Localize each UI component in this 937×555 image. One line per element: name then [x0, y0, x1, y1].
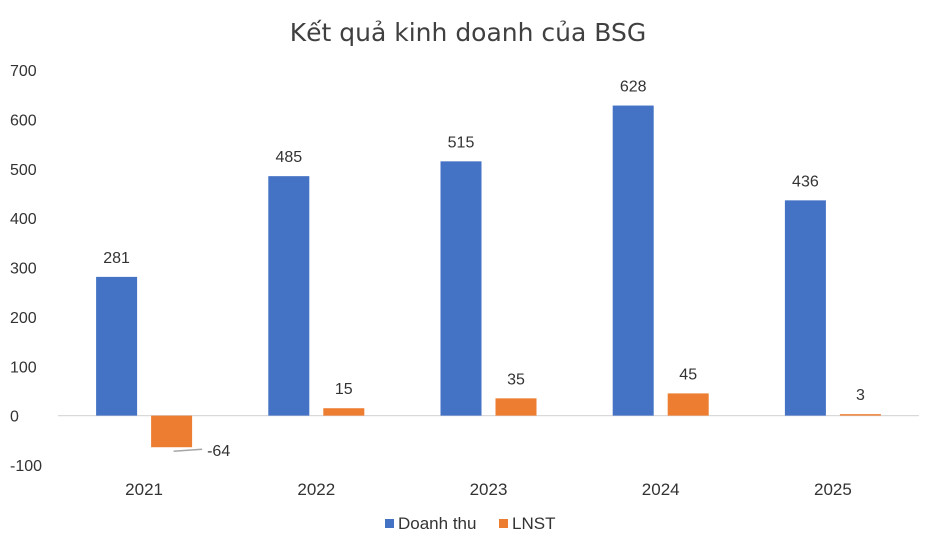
- data-label: 628: [620, 79, 647, 96]
- x-category-label: 2025: [814, 480, 852, 499]
- data-label: 15: [335, 381, 353, 398]
- y-tick-label: 0: [10, 409, 19, 426]
- y-tick-label: 500: [10, 162, 37, 179]
- bar-lnst-2025: [839, 414, 881, 416]
- bar-doanh-thu-2023: [440, 161, 482, 416]
- legend-label: Doanh thu: [398, 514, 476, 533]
- bars: 281 -64 485 15 515 35 628 45 436 3: [96, 79, 881, 460]
- legend-swatch: [499, 519, 508, 528]
- y-tick-label: 700: [10, 63, 37, 80]
- x-category-label: 2024: [642, 480, 680, 499]
- data-label: 436: [792, 173, 819, 190]
- y-tick-label: 200: [10, 310, 37, 327]
- data-label: 281: [103, 250, 130, 267]
- bar-doanh-thu-2021: [96, 276, 138, 416]
- y-tick-label: 100: [10, 359, 37, 376]
- bar-doanh-thu-2025: [784, 200, 826, 416]
- bar-doanh-thu-2024: [612, 105, 654, 416]
- x-category-label: 2022: [297, 480, 335, 499]
- legend-swatch: [385, 519, 394, 528]
- y-axis: -100 0 100 200 300 400 500 600 700: [10, 63, 42, 475]
- y-tick-label: 400: [10, 211, 37, 228]
- y-tick-label: 300: [10, 261, 37, 278]
- bar-doanh-thu-2022: [268, 176, 310, 416]
- bar-lnst-2021: [151, 415, 193, 448]
- x-category-label: 2021: [125, 480, 163, 499]
- data-label: 515: [448, 134, 475, 151]
- bar-lnst-2024: [667, 393, 709, 416]
- data-label: 3: [856, 387, 865, 404]
- chart-title: Kết quả kinh doanh của BSG: [290, 18, 647, 47]
- x-category-label: 2023: [470, 480, 508, 499]
- legend: Doanh thu LNST: [385, 514, 555, 533]
- y-tick-label: -100: [10, 458, 42, 475]
- data-label: 45: [679, 366, 697, 383]
- x-axis: 2021 2022 2023 2024 2025: [125, 480, 852, 499]
- data-label: 485: [275, 149, 302, 166]
- data-label: -64: [207, 443, 230, 460]
- bar-lnst-2023: [495, 398, 537, 416]
- bar-lnst-2022: [323, 408, 365, 416]
- y-tick-label: 600: [10, 112, 37, 129]
- data-label: 35: [507, 371, 525, 388]
- legend-label: LNST: [512, 514, 555, 533]
- data-label-leader: [173, 448, 203, 452]
